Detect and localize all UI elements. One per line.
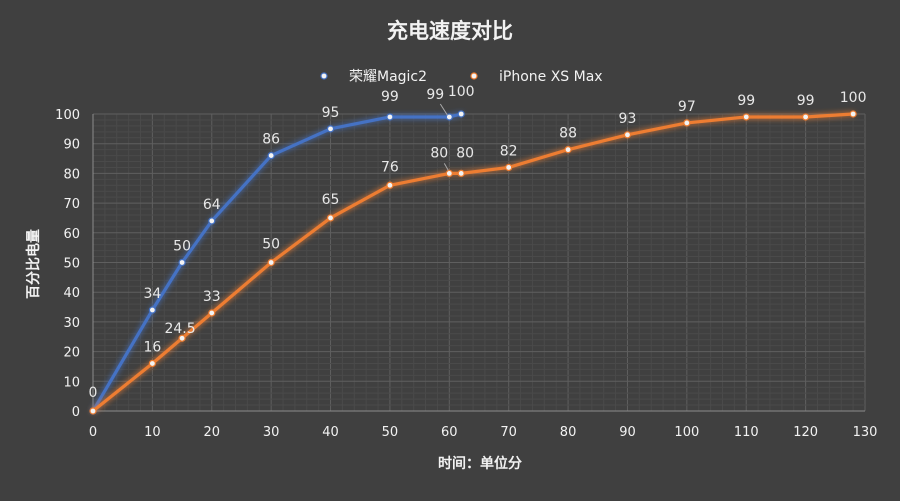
data-label: 34 — [143, 286, 161, 302]
legend-swatch-marker — [470, 72, 478, 80]
series-0-point — [457, 110, 465, 118]
data-label: 99 — [426, 87, 444, 103]
series-0-point — [386, 113, 394, 121]
y-tick-label: 30 — [63, 316, 80, 331]
series-1-point — [564, 146, 572, 154]
series-0-point — [208, 217, 216, 225]
series-1-point — [802, 113, 810, 121]
series-lines — [89, 110, 857, 415]
data-label: 99 — [737, 93, 755, 109]
x-tick-label: 130 — [853, 425, 878, 440]
series-0-point — [178, 258, 186, 267]
series-0-point — [326, 125, 335, 133]
data-label: 80 — [430, 145, 448, 161]
series-0-point — [148, 306, 156, 314]
series-1-point — [742, 113, 750, 121]
y-tick-label: 100 — [55, 108, 80, 123]
data-label: 86 — [262, 132, 280, 148]
label-leader-line — [439, 103, 448, 116]
y-tick-label: 60 — [63, 227, 80, 242]
y-tick-label: 10 — [63, 375, 80, 390]
x-tick-label: 40 — [322, 425, 339, 440]
x-tick-label: 10 — [144, 425, 161, 440]
label-leader-line — [443, 163, 449, 171]
series-1-point — [445, 169, 453, 177]
data-label: 97 — [678, 99, 696, 115]
series-line-1 — [91, 112, 855, 413]
x-tick-label: 60 — [441, 425, 458, 440]
series-1-point — [386, 181, 394, 189]
data-label: 24.5 — [164, 321, 195, 337]
data-label: 99 — [381, 89, 399, 105]
data-label: 100 — [448, 84, 475, 100]
series-1-point — [683, 119, 691, 127]
x-tick-label: 70 — [500, 425, 517, 440]
series-1-point — [623, 131, 632, 139]
series-1-point — [849, 110, 857, 118]
legend-swatch-marker — [320, 72, 328, 80]
data-label: 82 — [500, 143, 518, 159]
series-1-point — [208, 309, 216, 317]
data-label: 64 — [203, 197, 221, 213]
data-label: 16 — [143, 339, 161, 355]
data-label: 93 — [619, 111, 637, 127]
x-tick-label: 30 — [263, 425, 280, 440]
chart-title: 充电速度对比 — [387, 19, 513, 43]
data-label: 50 — [173, 239, 191, 255]
series-1-point — [89, 407, 97, 415]
legend-label: iPhone XS Max — [499, 69, 603, 85]
legend-label: 荣耀Magic2 — [349, 69, 427, 85]
x-tick-label: 120 — [793, 425, 818, 440]
y-tick-label: 70 — [63, 197, 80, 212]
series-1-point — [267, 258, 275, 267]
data-label: 33 — [203, 289, 221, 305]
y-axis-title: 百分比电量 — [25, 229, 42, 299]
data-label: 100 — [840, 90, 867, 106]
x-tick-label: 100 — [674, 425, 699, 440]
legend: 荣耀Magic2 iPhone XS Max — [303, 69, 603, 85]
x-tick-label: 80 — [560, 425, 577, 440]
data-label: 76 — [381, 159, 399, 175]
axes: 0 10 20 30 40 50 60 70 80 90 100 110 120 130 0 10 20 30 40… — [55, 108, 877, 440]
x-axis-title: 时间：单位分 — [438, 455, 522, 472]
y-tick-label: 90 — [63, 138, 80, 153]
x-tick-label: 0 — [89, 425, 97, 440]
series-0-point — [267, 151, 275, 160]
y-tick-label: 50 — [63, 257, 80, 272]
data-label: 65 — [322, 192, 340, 208]
data-label: 95 — [322, 105, 340, 121]
series-1-point — [326, 214, 335, 222]
data-label: 80 — [456, 145, 474, 161]
data-label: 0 — [89, 385, 98, 401]
series-0-point — [445, 113, 453, 121]
data-label: 50 — [262, 237, 280, 253]
series-1-point — [178, 334, 186, 342]
series-1-point — [148, 359, 156, 368]
y-tick-label: 20 — [63, 346, 80, 361]
y-tick-label: 80 — [63, 167, 80, 182]
y-tick-label: 0 — [72, 405, 80, 420]
y-tick-label: 40 — [63, 286, 80, 301]
data-label: 88 — [559, 126, 577, 142]
grid — [92, 113, 866, 412]
x-tick-label: 20 — [203, 425, 220, 440]
data-label: 99 — [797, 93, 815, 109]
x-tick-label: 110 — [734, 425, 759, 440]
x-tick-label: 50 — [382, 425, 399, 440]
series-1-point — [457, 169, 465, 177]
series-1-point — [505, 163, 513, 172]
x-tick-label: 90 — [619, 425, 636, 440]
